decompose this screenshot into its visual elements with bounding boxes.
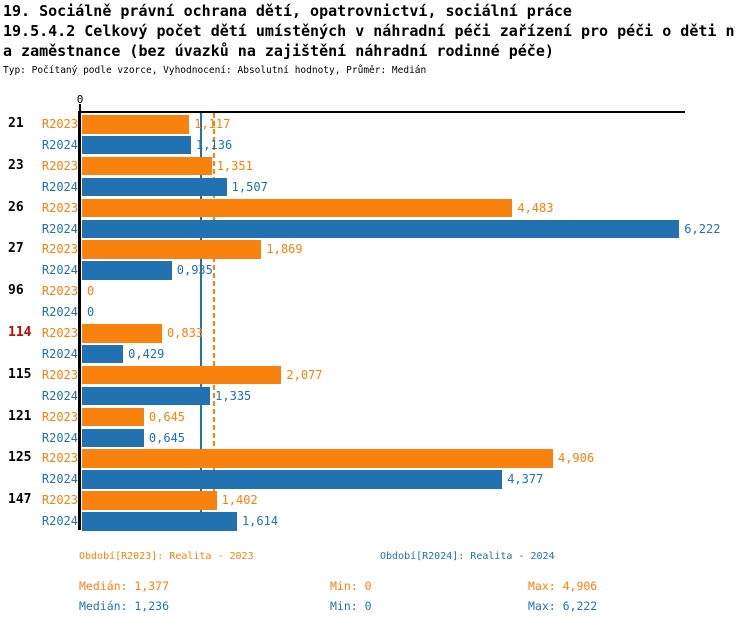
bar-r2023 bbox=[82, 198, 513, 218]
stat-min-r2023: Min: 0 bbox=[330, 579, 372, 593]
bar-r2024 bbox=[82, 261, 172, 280]
bar-r2024 bbox=[82, 344, 124, 364]
bar-r2024 bbox=[82, 386, 211, 406]
category-label: 96 bbox=[8, 283, 24, 299]
bar-value-label: 4,377 bbox=[507, 472, 544, 487]
bar-value-label: 4,483 bbox=[517, 200, 554, 215]
series-label-r2023: R2023 bbox=[41, 158, 78, 173]
legend-item-r2024: Období[R2024]: Realita - 2024 bbox=[380, 551, 555, 562]
series-label-r2024: R2024 bbox=[41, 346, 78, 361]
series-label-r2024: R2024 bbox=[41, 263, 78, 278]
category-label: 114 bbox=[8, 325, 32, 340]
stat-max-r2024: Max: 6,222 bbox=[528, 599, 598, 613]
series-label-r2023: R2023 bbox=[41, 367, 78, 382]
bar-value-label: 0,833 bbox=[166, 326, 204, 340]
series-label-r2024: R2024 bbox=[41, 137, 78, 152]
stat-max-r2023: Max: 4,906 bbox=[528, 579, 598, 593]
category-label: 26 bbox=[8, 199, 24, 215]
bar-r2024 bbox=[82, 428, 144, 447]
series-label-r2024: R2024 bbox=[41, 514, 78, 529]
bar-r2023 bbox=[82, 407, 144, 427]
bar-value-label: 6,222 bbox=[684, 221, 721, 236]
bar-value-label: 1,507 bbox=[231, 179, 268, 194]
series-label-r2024: R2024 bbox=[41, 472, 78, 487]
series-label-r2024: R2024 bbox=[41, 388, 78, 403]
legend-item-r2023: Období[R2023]: Realita - 2023 bbox=[79, 551, 254, 562]
page-title-line-3: a zaměstnance (bez úvazků na zajištění n… bbox=[3, 42, 554, 60]
page-title-line-2: 19.5.4.2 Celkový počet dětí umístěných v… bbox=[3, 22, 735, 40]
page-title-line-1: 19. Sociálně právní ochrana dětí, opatro… bbox=[3, 2, 572, 20]
series-label-r2023: R2023 bbox=[41, 117, 78, 131]
chart-subtitle: Typ: Počítaný podle vzorce, Vyhodnocení:… bbox=[3, 65, 427, 76]
median-line-r2023 bbox=[213, 113, 216, 529]
bar-r2023 bbox=[82, 156, 212, 176]
bar-r2023 bbox=[82, 115, 190, 134]
series-label-r2023: R2023 bbox=[41, 200, 78, 215]
series-label-r2023: R2023 bbox=[41, 451, 78, 466]
bar-value-label: 1,117 bbox=[194, 117, 231, 131]
bar-r2024 bbox=[82, 470, 503, 489]
series-label-r2023: R2023 bbox=[41, 242, 78, 257]
series-label-r2023: R2023 bbox=[41, 284, 78, 299]
bar-r2024 bbox=[82, 219, 680, 238]
category-label: 125 bbox=[8, 450, 32, 466]
series-label-r2023: R2023 bbox=[41, 493, 78, 508]
category-label: 115 bbox=[8, 366, 32, 382]
category-label: 21 bbox=[8, 116, 24, 131]
category-label: 23 bbox=[8, 157, 24, 173]
x-axis-zero-tick-label: 0 bbox=[76, 93, 84, 106]
series-label-r2024: R2024 bbox=[41, 179, 78, 194]
bar-value-label: 1,869 bbox=[266, 242, 303, 257]
bar-value-label: 1,402 bbox=[221, 493, 258, 508]
bar-value-label: 1,614 bbox=[241, 514, 279, 529]
stat-min-r2024: Min: 0 bbox=[330, 599, 372, 613]
series-label-r2024: R2024 bbox=[41, 305, 78, 320]
bar-r2023 bbox=[82, 324, 162, 343]
bar-r2023 bbox=[82, 449, 553, 468]
stat-median-r2023: Medián: 1,377 bbox=[79, 579, 170, 593]
bar-value-label: 0 bbox=[87, 284, 95, 299]
bar-r2024 bbox=[82, 512, 237, 531]
series-label-r2023: R2023 bbox=[41, 326, 78, 340]
bar-r2024 bbox=[82, 135, 192, 155]
category-label: 121 bbox=[8, 408, 32, 424]
x-axis-zero-tick bbox=[79, 104, 81, 112]
bar-value-label: 4,906 bbox=[557, 451, 595, 466]
bar-value-label: 0 bbox=[87, 305, 95, 320]
series-label-r2023: R2023 bbox=[41, 409, 78, 424]
median-line-r2024 bbox=[199, 113, 202, 529]
stat-median-r2024: Medián: 1,236 bbox=[79, 599, 170, 613]
series-label-r2024: R2024 bbox=[41, 430, 78, 445]
bar-r2023 bbox=[82, 365, 282, 385]
bar-value-label: 2,077 bbox=[286, 367, 323, 382]
bar-value-label: 0,645 bbox=[148, 430, 186, 445]
bar-r2023 bbox=[82, 240, 262, 259]
bar-value-label: 0,429 bbox=[128, 346, 165, 361]
bar-r2024 bbox=[82, 177, 227, 197]
y-axis-line bbox=[78, 111, 81, 530]
bar-value-label: 1,351 bbox=[216, 158, 253, 173]
category-label: 27 bbox=[8, 241, 24, 257]
x-axis-line bbox=[78, 111, 685, 113]
bar-r2023 bbox=[82, 491, 217, 510]
bar-value-label: 0,645 bbox=[148, 409, 186, 424]
category-label: 147 bbox=[8, 492, 32, 508]
bar-value-label: 1,136 bbox=[196, 137, 233, 152]
series-label-r2024: R2024 bbox=[41, 221, 78, 236]
bar-value-label: 0,935 bbox=[176, 263, 213, 278]
bar-value-label: 1,335 bbox=[215, 388, 252, 403]
